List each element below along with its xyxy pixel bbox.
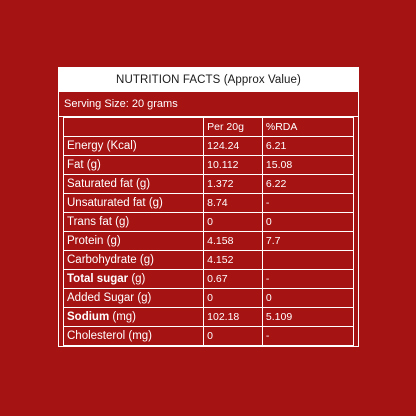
nutrient-label: Unsaturated fat (g) [62, 193, 205, 213]
nutrient-label: Sodium (mg) [62, 307, 205, 327]
serving-divider [59, 116, 358, 117]
nutrient-label-text: (g) [128, 273, 146, 285]
nutrient-label: Added Sugar (g) [62, 288, 205, 308]
nutrient-label: Cholesterol (mg) [62, 326, 205, 346]
table-row: Unsaturated fat (g) 8.74 - [62, 193, 355, 213]
nutrient-label-text: Carbohydrate (g) [67, 254, 154, 266]
per-20g-value: 8.74 [203, 193, 263, 213]
table-row: Added Sugar (g) 0 0 [62, 288, 355, 308]
per-20g-value: 4.152 [203, 250, 263, 270]
table-row: Energy (Kcal) 124.24 6.21 [62, 136, 355, 156]
table-row: Sodium (mg) 102.18 5.109 [62, 307, 355, 327]
per-20g-value: 0.67 [203, 269, 263, 289]
nutrient-label: Total sugar (g) [62, 269, 205, 289]
per-20g-value: 4.158 [203, 231, 263, 251]
per-20g-value: 0 [203, 212, 263, 232]
nutrition-table: Per 20g %RDA Energy (Kcal) 124.24 6.21 F… [62, 117, 355, 346]
per-20g-value: 102.18 [203, 307, 263, 327]
per-20g-value: 0 [203, 288, 263, 308]
nutrient-label-bold: Sodium [67, 311, 110, 323]
nutrient-label-text: Trans fat (g) [67, 216, 130, 228]
table-header-row: Per 20g %RDA [62, 117, 355, 137]
nutrient-label: Carbohydrate (g) [62, 250, 205, 270]
nutrient-label-bold: Total sugar [67, 273, 129, 285]
rda-value: 15.08 [261, 155, 355, 175]
table-row: Saturated fat (g) 1.372 6.22 [62, 174, 355, 194]
per-20g-value: 124.24 [203, 136, 263, 156]
rda-value: 0 [261, 288, 355, 308]
rda-value: - [261, 269, 355, 289]
serving-size: Serving Size: 20 grams [64, 98, 178, 110]
column-header-nutrient [62, 117, 205, 137]
per-20g-value: 1.372 [203, 174, 263, 194]
table-row: Cholesterol (mg) 0 - [62, 326, 355, 346]
rda-value: 6.22 [261, 174, 355, 194]
rda-value [261, 250, 355, 270]
rda-value: - [261, 193, 355, 213]
nutrition-facts-title: NUTRITION FACTS (Approx Value) [59, 68, 358, 92]
table-row: Carbohydrate (g) 4.152 [62, 250, 355, 270]
nutrition-facts-panel: NUTRITION FACTS (Approx Value) Serving S… [58, 67, 359, 347]
rda-value: 0 [261, 212, 355, 232]
per-20g-value: 10.112 [203, 155, 263, 175]
nutrient-label-text: Unsaturated fat (g) [67, 197, 163, 209]
nutrient-label-text: Energy (Kcal) [67, 140, 137, 152]
nutrient-label-text: Protein (g) [67, 235, 121, 247]
per-20g-value: 0 [203, 326, 263, 346]
table-row: Trans fat (g) 0 0 [62, 212, 355, 232]
nutrient-label: Protein (g) [62, 231, 205, 251]
rda-value: 6.21 [261, 136, 355, 156]
nutrient-label: Fat (g) [62, 155, 205, 175]
nutrient-label: Energy (Kcal) [62, 136, 205, 156]
rda-value: 5.109 [261, 307, 355, 327]
nutrient-label-text: Cholesterol (mg) [67, 330, 152, 342]
rda-value: - [261, 326, 355, 346]
nutrient-label: Saturated fat (g) [62, 174, 205, 194]
nutrient-label-text: Saturated fat (g) [67, 178, 151, 190]
nutrient-label-text: Added Sugar (g) [67, 292, 152, 304]
table-row: Fat (g) 10.112 15.08 [62, 155, 355, 175]
nutrient-label: Trans fat (g) [62, 212, 205, 232]
column-header-rda: %RDA [261, 117, 355, 137]
table-row: Total sugar (g) 0.67 - [62, 269, 355, 289]
column-header-per-20g: Per 20g [203, 117, 263, 137]
rda-value: 7.7 [261, 231, 355, 251]
table-row: Protein (g) 4.158 7.7 [62, 231, 355, 251]
nutrient-label-text: Fat (g) [67, 159, 101, 171]
nutrient-label-text: (mg) [109, 311, 137, 323]
